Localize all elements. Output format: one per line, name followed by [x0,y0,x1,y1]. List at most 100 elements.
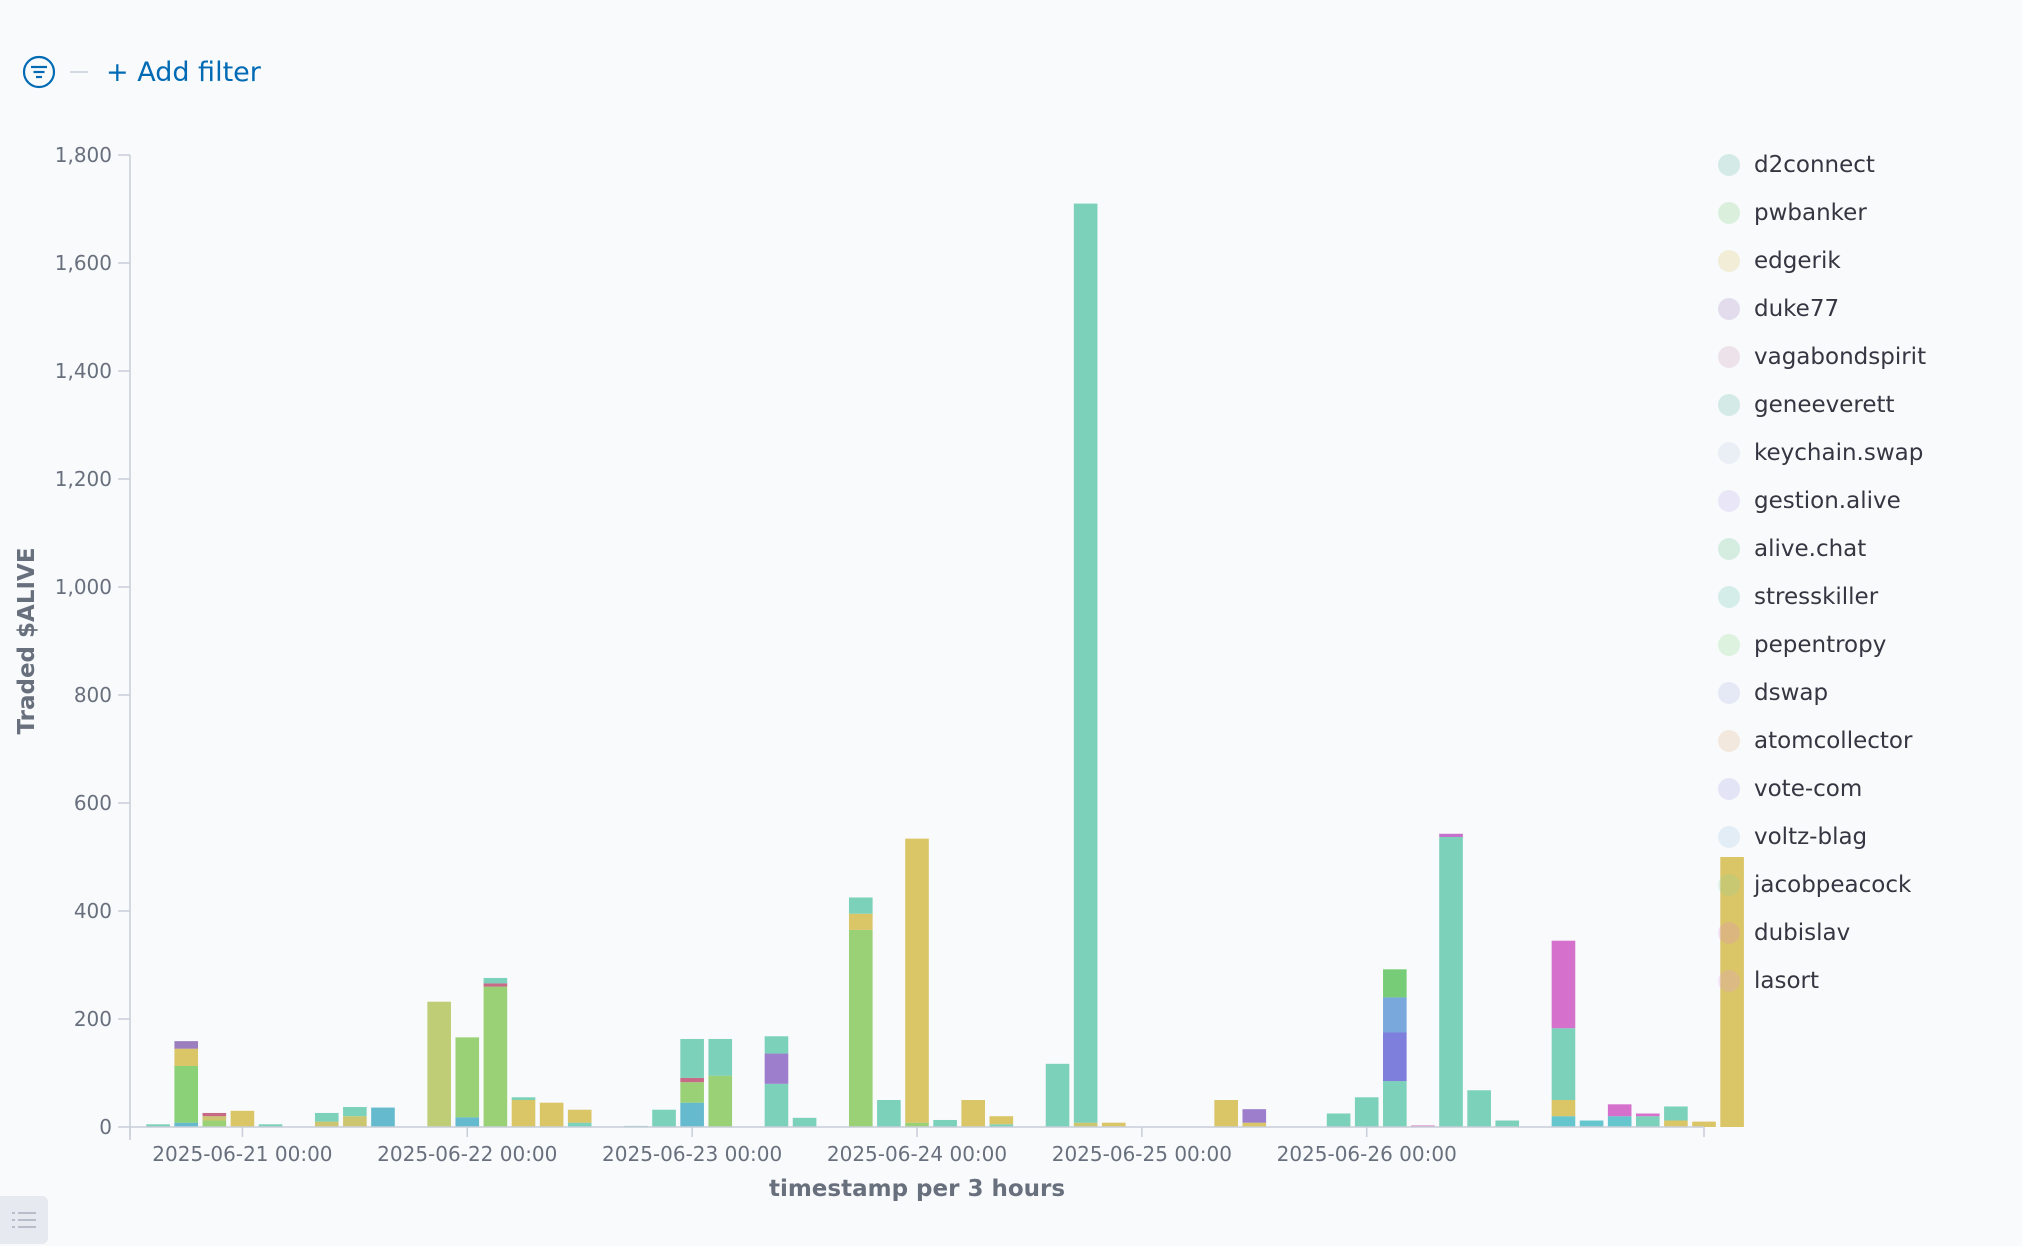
bar-segment[interactable] [258,1124,283,1127]
bar-stack[interactable] [961,1100,986,1127]
bar-segment[interactable] [1073,1122,1098,1127]
bar-segment[interactable] [174,1065,199,1123]
bar-segment[interactable] [371,1107,395,1127]
bar-segment[interactable] [314,1121,339,1127]
bar-segment[interactable] [848,913,873,930]
bar-stack[interactable] [1326,1113,1351,1128]
bar-stack[interactable] [1607,1104,1632,1127]
bar-stack[interactable] [792,1117,817,1127]
legend-item[interactable]: keychain.swap [1718,429,1926,477]
legend-item[interactable]: jacobpeacock [1718,861,1926,909]
bar-segment[interactable] [511,1097,536,1100]
legend-item[interactable]: vote-com [1718,765,1926,813]
bar-stack[interactable] [258,1124,283,1127]
bar-segment[interactable] [1635,1116,1660,1127]
bar-stack[interactable] [1720,857,1744,1127]
bar-segment[interactable] [989,1116,1014,1125]
bar-segment[interactable] [1439,837,1463,1127]
bar-stack[interactable] [1045,1063,1070,1127]
bar-segment[interactable] [933,1119,957,1127]
bar-segment[interactable] [511,1100,536,1127]
legend-item[interactable]: pwbanker [1718,189,1926,237]
bar-segment[interactable] [1411,1125,1435,1127]
add-filter-button[interactable]: + Add filter [106,56,261,88]
bar-segment[interactable] [1242,1122,1267,1127]
bar-segment[interactable] [455,1117,480,1127]
bar-stack[interactable] [848,897,873,1128]
bar-stack[interactable] [1383,969,1407,1127]
filter-icon[interactable] [22,55,56,89]
bar-segment[interactable] [202,1120,227,1127]
bar-segment[interactable] [1551,1028,1576,1100]
bar-segment[interactable] [1073,203,1098,1123]
bar-segment[interactable] [539,1102,564,1127]
bar-segment[interactable] [764,1083,789,1127]
bar-segment[interactable] [652,1109,676,1127]
bar-stack[interactable] [1551,940,1576,1127]
bar-stack[interactable] [933,1119,957,1127]
legend-item[interactable]: dswap [1718,669,1926,717]
bar-stack[interactable] [1664,1106,1688,1127]
legend-item[interactable]: edgerik [1718,237,1926,285]
bar-stack[interactable] [1579,1120,1604,1127]
bar-stack[interactable] [511,1097,536,1127]
bar-segment[interactable] [146,1124,170,1127]
bar-stack[interactable] [1467,1090,1491,1127]
bar-stack[interactable] [1354,1097,1379,1127]
bar-segment[interactable] [989,1124,1014,1127]
bar-segment[interactable] [848,929,873,1127]
bar-stack[interactable] [1635,1113,1660,1128]
bar-segment[interactable] [483,983,508,987]
bar-stack[interactable] [1411,1125,1435,1127]
bar-segment[interactable] [567,1122,592,1127]
bar-segment[interactable] [1635,1113,1660,1117]
bar-segment[interactable] [174,1122,199,1127]
bar-stack[interactable] [1214,1100,1238,1127]
bar-segment[interactable] [1326,1113,1351,1128]
bar-stack[interactable] [680,1038,704,1127]
bar-segment[interactable] [905,838,929,1123]
bar-stack[interactable] [174,1041,199,1127]
bar-segment[interactable] [680,1082,704,1103]
bar-segment[interactable] [202,1112,227,1117]
bar-stack[interactable] [652,1109,676,1127]
bar-segment[interactable] [961,1100,986,1127]
bar-stack[interactable] [343,1107,367,1127]
legend-item[interactable]: atomcollector [1718,717,1926,765]
bar-stack[interactable] [1073,203,1098,1127]
bar-stack[interactable] [1439,833,1463,1127]
bar-stack[interactable] [877,1100,901,1127]
bar-segment[interactable] [314,1112,339,1122]
bar-segment[interactable] [427,1001,451,1127]
bar-segment[interactable] [792,1117,817,1127]
bar-segment[interactable] [455,1037,480,1118]
bar-segment[interactable] [877,1100,901,1127]
legend-item[interactable]: alive.chat [1718,525,1926,573]
legend-item[interactable]: geneeverett [1718,381,1926,429]
bar-stack[interactable] [427,1001,451,1127]
bar-segment[interactable] [1214,1100,1238,1127]
bar-segment[interactable] [680,1038,704,1078]
bar-segment[interactable] [1579,1120,1604,1127]
bar-stack[interactable] [146,1124,170,1127]
bar-segment[interactable] [1495,1120,1520,1127]
bar-segment[interactable] [1383,1032,1407,1082]
list-toggle-button[interactable] [0,1196,48,1244]
legend-item[interactable]: pepentropy [1718,621,1926,669]
bar-stack[interactable] [314,1112,339,1127]
bar-segment[interactable] [764,1036,789,1054]
legend-item[interactable]: lasort [1718,957,1926,1005]
bar-stack[interactable] [764,1036,789,1127]
bar-segment[interactable] [680,1102,704,1127]
bar-segment[interactable] [174,1041,199,1049]
legend-item[interactable]: dubislav [1718,909,1926,957]
bar-segment[interactable] [1607,1116,1632,1127]
bar-stack[interactable] [1692,1121,1716,1127]
bar-segment[interactable] [1439,833,1463,838]
bar-stack[interactable] [230,1110,255,1127]
bar-stack[interactable] [202,1112,227,1127]
bar-segment[interactable] [1045,1063,1070,1127]
bar-segment[interactable] [1551,1100,1576,1117]
bar-stack[interactable] [483,977,508,1127]
bar-segment[interactable] [343,1107,367,1117]
